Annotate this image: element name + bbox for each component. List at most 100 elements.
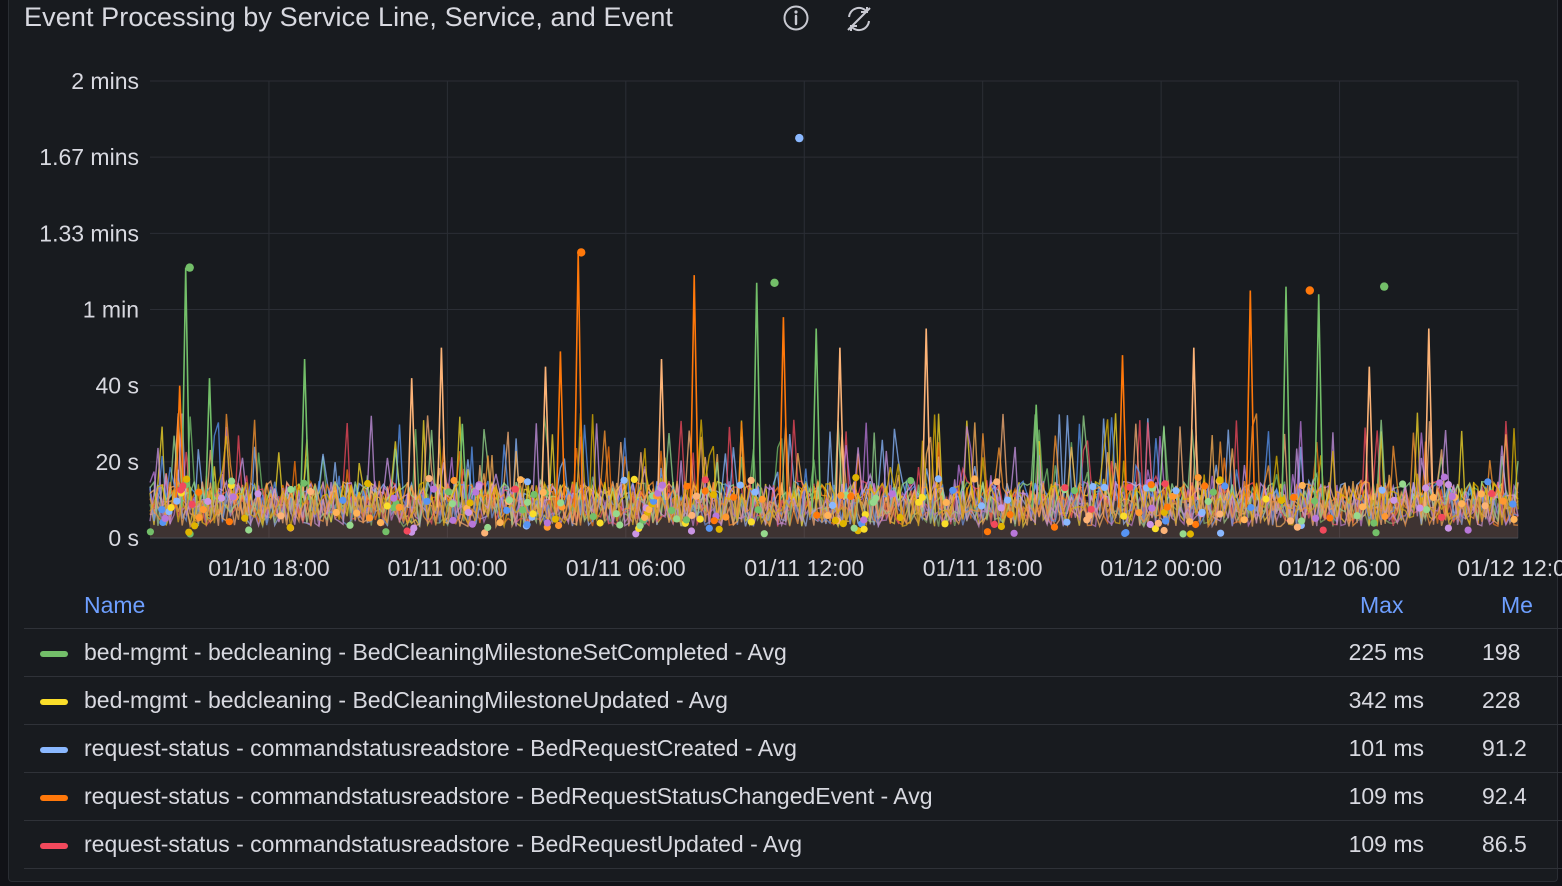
- legend-row[interactable]: bed-mgmt - bedcleaning - BedCleaningMile…: [24, 629, 1562, 677]
- series-point: [505, 496, 513, 504]
- time-series-chart[interactable]: 0 s 20 s 40 s 1 min 1.33 mins 1.67 mins 2 mins…: [0, 40, 1562, 590]
- series-point: [475, 483, 483, 491]
- series-point: [1359, 503, 1367, 511]
- series-point: [654, 489, 662, 497]
- series-point: [204, 497, 212, 505]
- y-tick-label: 0 s: [108, 525, 139, 551]
- series-point: [448, 500, 456, 508]
- series-point: [1135, 509, 1143, 517]
- series-point: [188, 500, 196, 508]
- series-point: [403, 527, 411, 535]
- legend-header-mean[interactable]: Me: [1501, 592, 1533, 618]
- series-point: [701, 487, 709, 495]
- series-point: [1169, 492, 1177, 500]
- legend-row[interactable]: request-status - commandstatusreadstore …: [24, 821, 1562, 869]
- series-spike: [1245, 290, 1256, 508]
- legend-swatch: [40, 843, 68, 849]
- series-spike: [204, 378, 215, 508]
- series-point: [1070, 487, 1079, 495]
- series-point: [632, 530, 640, 538]
- series-spike: [540, 366, 551, 508]
- series-point: [692, 492, 701, 500]
- series-point: [395, 503, 403, 511]
- series-point: [1201, 482, 1209, 490]
- series-point: [715, 525, 723, 533]
- series-point: [430, 485, 438, 493]
- series-point: [907, 477, 915, 485]
- series-point: [1010, 529, 1018, 537]
- series-point: [709, 491, 718, 499]
- legend-series-name[interactable]: request-status - commandstatusreadstore …: [84, 831, 803, 857]
- notable-point: [795, 133, 804, 143]
- y-tick-label: 40 s: [96, 373, 139, 399]
- series-point: [1390, 496, 1398, 504]
- series-point: [722, 513, 730, 521]
- legend-header-name[interactable]: Name: [84, 592, 146, 618]
- legend-row[interactable]: request-status - commandstatusreadstore …: [24, 773, 1562, 821]
- legend-series-mean: 86.5: [1482, 831, 1527, 857]
- series-point: [241, 514, 249, 522]
- series-point: [1204, 497, 1212, 506]
- series-point: [287, 485, 295, 494]
- series-point: [1186, 530, 1194, 538]
- series-point: [1326, 514, 1334, 522]
- series-point: [179, 482, 187, 490]
- legend-row[interactable]: bed-mgmt - bedcleaning - BedCleaningMile…: [24, 677, 1562, 725]
- series-point: [683, 482, 691, 490]
- series-point: [1381, 512, 1389, 521]
- x-tick-label: 01/11 00:00: [387, 555, 507, 581]
- legend-series-name[interactable]: request-status - commandstatusreadstore …: [84, 783, 933, 809]
- series-spike: [299, 358, 310, 508]
- series-point: [645, 505, 653, 513]
- series-point: [1448, 492, 1456, 500]
- legend-series-name[interactable]: bed-mgmt - bedcleaning - BedCleaningMile…: [84, 639, 787, 665]
- series-line: [149, 414, 1519, 529]
- legend-series-name[interactable]: bed-mgmt - bedcleaning - BedCleaningMile…: [84, 687, 728, 713]
- series-point: [1247, 503, 1255, 512]
- series-point: [450, 476, 458, 485]
- series-point: [1422, 506, 1431, 514]
- legend-row[interactable]: request-status - commandstatusreadstore …: [24, 725, 1562, 773]
- series-point: [217, 494, 226, 502]
- series-spike: [921, 328, 931, 508]
- series-spike: [656, 358, 667, 508]
- series-point: [1087, 505, 1095, 513]
- legend-swatch: [40, 651, 68, 657]
- series-point: [997, 522, 1006, 531]
- notable-point: [770, 278, 779, 287]
- series-point: [161, 514, 169, 522]
- series-point: [831, 516, 840, 525]
- series-point: [1146, 520, 1154, 529]
- legend-series-mean: 198: [1482, 639, 1521, 665]
- series-point: [1422, 484, 1430, 492]
- legend-header-max[interactable]: Max: [1360, 592, 1404, 618]
- series-point: [824, 511, 832, 519]
- series-point: [366, 514, 374, 522]
- panel-title[interactable]: Event Processing by Service Line, Servic…: [24, 2, 674, 32]
- sync-disabled-icon[interactable]: [844, 4, 874, 34]
- series-point: [1061, 484, 1069, 492]
- series-point: [736, 481, 744, 489]
- series-point: [1121, 529, 1129, 537]
- notable-point: [1305, 286, 1315, 295]
- series-point: [523, 478, 532, 486]
- series-point: [616, 521, 624, 529]
- series-spike: [1364, 366, 1375, 508]
- series-point: [1063, 518, 1071, 526]
- series-point: [1194, 474, 1202, 482]
- series-point: [444, 488, 453, 496]
- series-point: [668, 506, 676, 514]
- legend-swatch: [40, 795, 68, 801]
- series-point: [286, 523, 294, 532]
- series-point: [1085, 512, 1093, 520]
- series-point: [551, 515, 560, 523]
- series-point: [466, 499, 474, 507]
- series-point: [191, 522, 199, 530]
- y-tick-label: 1.33 mins: [39, 220, 139, 246]
- series-spike: [751, 282, 762, 508]
- info-icon[interactable]: [782, 4, 810, 32]
- series-point: [1290, 493, 1298, 501]
- series-point: [516, 476, 525, 484]
- legend-series-name[interactable]: request-status - commandstatusreadstore …: [84, 735, 797, 761]
- x-tick-label: 01/11 12:00: [744, 555, 864, 581]
